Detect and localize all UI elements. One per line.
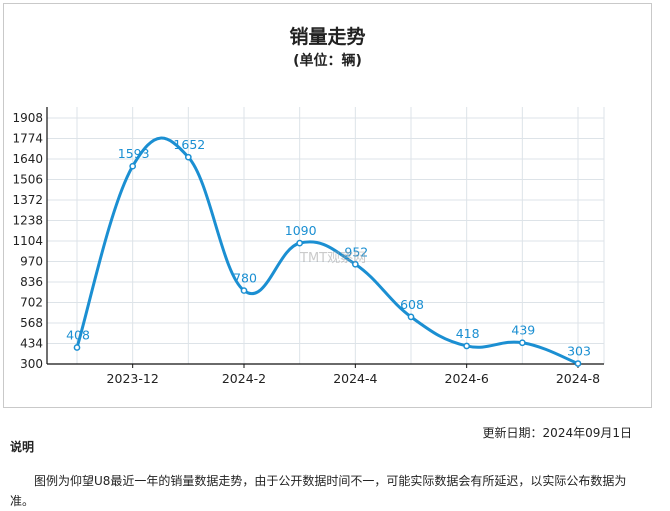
- x-tick-label: 2024-8: [556, 371, 600, 386]
- description-text: 图例为仰望U8最近一年的销量数据走势，由于公开数据时间不一，可能实际数据会有所延…: [10, 474, 627, 508]
- watermark: TMT观察网: [300, 251, 367, 266]
- y-tick-label: 568: [20, 316, 43, 330]
- x-tick-label: 2024-4: [333, 371, 377, 386]
- data-label: 780: [233, 271, 257, 286]
- data-point: [129, 162, 137, 170]
- data-point: [463, 342, 471, 350]
- data-label: 952: [344, 244, 368, 259]
- data-point: [73, 344, 81, 351]
- y-tick-label: 702: [20, 296, 43, 310]
- y-tick-label: 1372: [12, 193, 43, 207]
- y-tick-label: 434: [20, 337, 43, 351]
- plot-area: [47, 107, 604, 364]
- x-tick-label: 2024-6: [445, 371, 489, 386]
- y-tick-label: 970: [20, 255, 43, 269]
- y-tick-label: 1104: [12, 234, 43, 248]
- data-label: 1090: [285, 223, 317, 238]
- data-point: [518, 339, 526, 347]
- data-label: 608: [400, 297, 424, 312]
- chart-subtitle: (单位：辆): [293, 53, 362, 69]
- y-tick-label: 300: [20, 357, 43, 371]
- data-label: 439: [511, 323, 535, 338]
- data-point: [184, 153, 192, 161]
- y-tick-label: 836: [20, 275, 43, 289]
- x-tick-label: 2024-2: [222, 371, 266, 386]
- chart-title: 销量走势: [289, 26, 366, 48]
- data-label: 418: [456, 326, 480, 341]
- data-point: [574, 360, 582, 367]
- y-tick-label: 1506: [12, 173, 43, 187]
- y-tick-label: 1774: [12, 132, 43, 146]
- data-label: 1652: [173, 137, 205, 152]
- data-point: [407, 313, 415, 321]
- data-label: 1593: [118, 146, 150, 161]
- data-point: [296, 239, 304, 247]
- data-point: [240, 287, 248, 294]
- x-tick-label: 2023-12: [107, 371, 159, 386]
- update-date: 更新日期：2024年09月1日: [482, 426, 632, 440]
- series-line: [75, 136, 579, 365]
- y-tick-label: 1238: [12, 214, 43, 228]
- data-label: 408: [66, 327, 90, 342]
- y-tick-label: 1640: [12, 152, 43, 166]
- data-point: [351, 260, 359, 268]
- y-tick-label: 1908: [12, 111, 43, 125]
- section-title: 说明: [10, 440, 35, 454]
- data-label: 303: [567, 344, 591, 359]
